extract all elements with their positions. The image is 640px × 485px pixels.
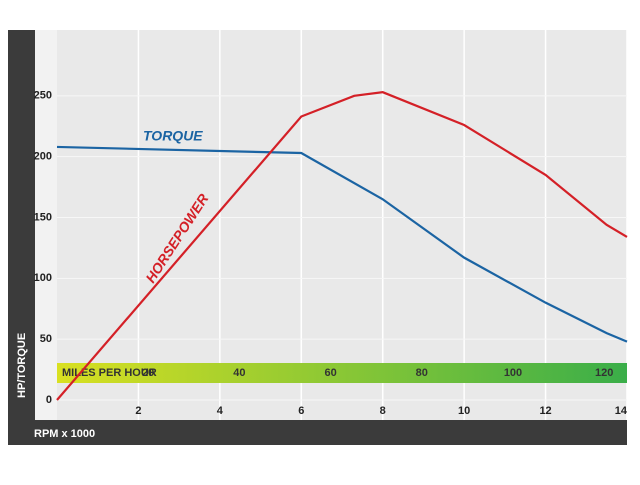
x-tick-label: 4	[217, 405, 224, 417]
y-tick-label: 250	[34, 90, 52, 102]
series-label: TORQUE	[143, 128, 203, 144]
x-tick-label: 12	[539, 405, 551, 417]
x-tick-label: 6	[298, 405, 304, 417]
y-tick-label: 50	[40, 333, 52, 345]
speed-tick-label: 20	[142, 367, 154, 379]
speed-tick-label: 60	[324, 367, 336, 379]
y-tick-label: 200	[34, 151, 52, 163]
speed-tick-label: 80	[416, 367, 428, 379]
speed-band	[57, 363, 627, 383]
series-line	[56, 145, 628, 343]
x-tick-label: 8	[380, 405, 386, 417]
plot-area	[57, 30, 627, 420]
y-tick-label: 0	[46, 394, 52, 406]
speed-tick-label: 40	[233, 367, 245, 379]
y-tick-band	[35, 30, 57, 420]
x-tick-label: 2	[135, 405, 141, 417]
x-axis-band	[8, 420, 627, 445]
speed-scale-label: MILES PER HOUR	[62, 367, 157, 379]
y-axis-band	[8, 30, 35, 445]
x-axis-title: RPM x 1000	[34, 428, 95, 440]
speed-tick-label: 100	[504, 367, 522, 379]
x-tick-label: 14	[615, 405, 628, 417]
y-tick-label: 150	[34, 211, 52, 223]
y-axis-title: HP/TORQUE	[16, 333, 28, 398]
y-tick-label: 100	[34, 272, 52, 284]
speed-tick-label: 120	[595, 367, 613, 379]
x-tick-label: 10	[458, 405, 470, 417]
series-line	[56, 91, 628, 401]
